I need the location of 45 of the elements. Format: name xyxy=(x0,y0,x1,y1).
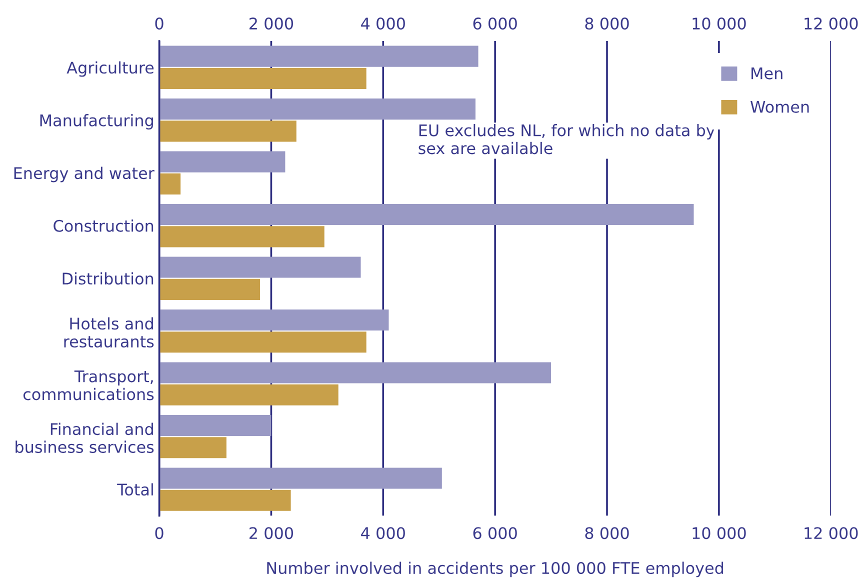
bar xyxy=(159,384,338,406)
bar xyxy=(159,490,291,511)
x-axis-title: Number involved in accidents per 100 000 FTE employed xyxy=(267,562,724,578)
x2-tick-label: 12 000 xyxy=(804,18,858,30)
x-tick-label: 2 000 xyxy=(250,527,294,540)
bar xyxy=(159,278,260,300)
x2-tick-label: 0 xyxy=(155,18,164,30)
x2-tick-label: 4 000 xyxy=(361,18,405,30)
x-tick-label: 4 000 xyxy=(361,527,405,540)
bar xyxy=(159,204,694,226)
x-tick-label: 10 000 xyxy=(692,527,746,540)
x2-tick-label: 8 000 xyxy=(585,18,629,30)
x2-tick-label: 10 000 xyxy=(692,18,746,30)
bar xyxy=(159,362,552,384)
y-tick-label: Manufacturing xyxy=(40,114,153,130)
bar xyxy=(159,46,478,67)
x2-tick-label: 6 000 xyxy=(473,18,517,30)
y-tick-label: Financial and business services xyxy=(16,422,154,454)
y-tick-label: Energy and water xyxy=(14,166,154,182)
bar xyxy=(159,173,181,194)
bar xyxy=(159,332,366,353)
x2-tick-label: 2 000 xyxy=(250,18,294,30)
bar xyxy=(159,120,296,142)
y-tick-label: Hotels and restaurants xyxy=(64,317,154,348)
x-tick-label: 8 000 xyxy=(585,527,629,540)
bar xyxy=(159,309,389,331)
bar xyxy=(159,226,324,248)
bar xyxy=(159,437,226,458)
y-tick-label: Agriculture xyxy=(66,61,154,77)
y-tick-label: Transport, communications xyxy=(23,370,154,400)
annotation: EU excludes NL, for which no data by sex are available xyxy=(418,124,715,154)
legend-label: Women xyxy=(750,101,809,113)
bar xyxy=(159,98,476,120)
legend-label: Men xyxy=(752,68,782,80)
bar xyxy=(159,151,286,172)
y-tick-label: Distribution xyxy=(62,272,154,285)
y-tick-label: Construction xyxy=(54,220,154,232)
bar xyxy=(159,256,361,278)
bar xyxy=(159,68,366,89)
bar xyxy=(159,468,442,489)
bar xyxy=(159,414,272,436)
y-tick-label: Total xyxy=(117,483,153,496)
x-tick-label: 6 000 xyxy=(473,527,517,540)
x-tick-label: 12 000 xyxy=(804,527,858,540)
x-tick-label: 0 xyxy=(155,527,164,540)
